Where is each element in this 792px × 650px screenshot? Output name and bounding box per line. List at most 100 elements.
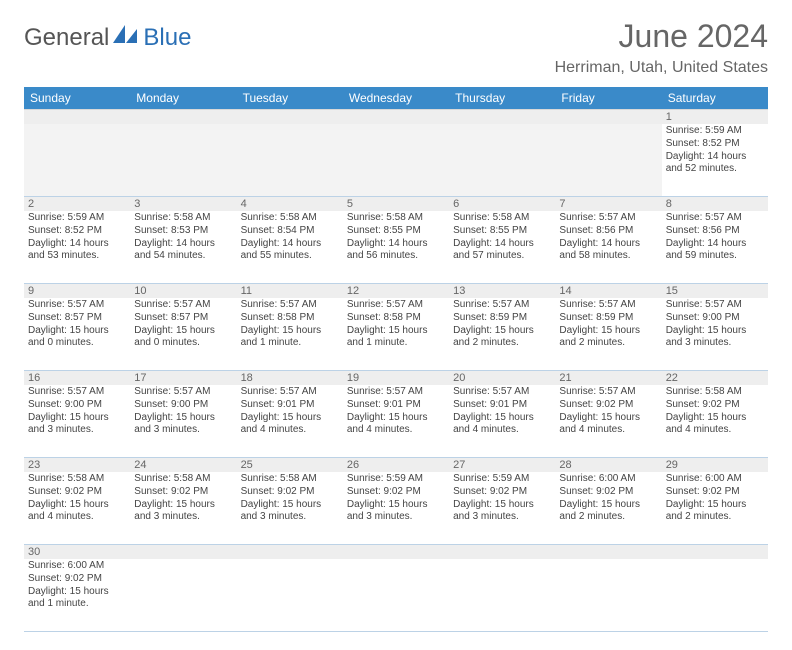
sunset: Sunset: 9:00 PM xyxy=(134,399,232,412)
day-cell: Sunrise: 5:58 AMSunset: 9:02 PMDaylight:… xyxy=(130,472,236,544)
title-block: June 2024 Herriman, Utah, United States xyxy=(555,18,768,77)
day-cell: Sunrise: 5:57 AMSunset: 9:01 PMDaylight:… xyxy=(449,385,555,457)
day-cell: Sunrise: 5:59 AMSunset: 9:02 PMDaylight:… xyxy=(449,472,555,544)
sunrise: Sunrise: 5:57 AM xyxy=(241,386,339,399)
sunset: Sunset: 9:00 PM xyxy=(666,312,764,325)
daylight: Daylight: 15 hours and 2 minutes. xyxy=(559,325,657,351)
sunrise: Sunrise: 5:59 AM xyxy=(453,473,551,486)
day-number: 12 xyxy=(343,284,449,299)
day-number: 11 xyxy=(237,284,343,299)
day-number: 27 xyxy=(449,458,555,473)
daynum-row: 16171819202122 xyxy=(24,371,768,386)
daylight: Daylight: 15 hours and 1 minute. xyxy=(28,586,126,612)
day-number: 10 xyxy=(130,284,236,299)
day-number: 23 xyxy=(24,458,130,473)
daylight: Daylight: 15 hours and 0 minutes. xyxy=(28,325,126,351)
daylight: Daylight: 14 hours and 52 minutes. xyxy=(666,151,764,177)
day-cell: Sunrise: 5:57 AMSunset: 9:00 PMDaylight:… xyxy=(662,298,768,370)
week-separator xyxy=(24,631,768,632)
sunset: Sunset: 9:02 PM xyxy=(28,573,126,586)
sunset: Sunset: 9:02 PM xyxy=(28,486,126,499)
day-number: 26 xyxy=(343,458,449,473)
daylight: Daylight: 14 hours and 55 minutes. xyxy=(241,238,339,264)
daylight: Daylight: 15 hours and 4 minutes. xyxy=(241,412,339,438)
day-number: 25 xyxy=(237,458,343,473)
sunrise: Sunrise: 5:57 AM xyxy=(347,299,445,312)
sunset: Sunset: 8:52 PM xyxy=(666,138,764,151)
sunset: Sunset: 8:53 PM xyxy=(134,225,232,238)
daylight: Daylight: 15 hours and 1 minute. xyxy=(241,325,339,351)
daylight: Daylight: 14 hours and 59 minutes. xyxy=(666,238,764,264)
week-row: Sunrise: 5:58 AMSunset: 9:02 PMDaylight:… xyxy=(24,472,768,544)
sunrise: Sunrise: 5:57 AM xyxy=(347,386,445,399)
dh-mon: Monday xyxy=(130,87,236,110)
sunset: Sunset: 8:59 PM xyxy=(559,312,657,325)
day-number: 15 xyxy=(662,284,768,299)
sunset: Sunset: 9:02 PM xyxy=(241,486,339,499)
calendar-table: Sunday Monday Tuesday Wednesday Thursday… xyxy=(24,87,768,632)
day-number xyxy=(343,545,449,560)
daylight: Daylight: 15 hours and 4 minutes. xyxy=(666,412,764,438)
daylight: Daylight: 15 hours and 4 minutes. xyxy=(559,412,657,438)
sunrise: Sunrise: 5:57 AM xyxy=(241,299,339,312)
day-number xyxy=(449,545,555,560)
sunrise: Sunrise: 5:57 AM xyxy=(134,386,232,399)
day-number: 14 xyxy=(555,284,661,299)
location: Herriman, Utah, United States xyxy=(555,59,768,77)
sunrise: Sunrise: 5:57 AM xyxy=(134,299,232,312)
sunset: Sunset: 8:58 PM xyxy=(241,312,339,325)
sunrise: Sunrise: 5:59 AM xyxy=(28,212,126,225)
daylight: Daylight: 15 hours and 3 minutes. xyxy=(241,499,339,525)
day-cell: Sunrise: 5:57 AMSunset: 8:58 PMDaylight:… xyxy=(237,298,343,370)
week-row: Sunrise: 6:00 AMSunset: 9:02 PMDaylight:… xyxy=(24,559,768,631)
day-number: 4 xyxy=(237,197,343,212)
day-number: 9 xyxy=(24,284,130,299)
day-cell: Sunrise: 5:58 AMSunset: 8:54 PMDaylight:… xyxy=(237,211,343,283)
day-cell xyxy=(130,124,236,196)
day-number: 28 xyxy=(555,458,661,473)
daylight: Daylight: 15 hours and 3 minutes. xyxy=(453,499,551,525)
day-number: 18 xyxy=(237,371,343,386)
day-cell xyxy=(237,559,343,631)
day-number: 22 xyxy=(662,371,768,386)
sunrise: Sunrise: 5:57 AM xyxy=(666,212,764,225)
day-cell xyxy=(130,559,236,631)
day-number: 19 xyxy=(343,371,449,386)
sunset: Sunset: 9:01 PM xyxy=(241,399,339,412)
daylight: Daylight: 14 hours and 57 minutes. xyxy=(453,238,551,264)
sunrise: Sunrise: 5:58 AM xyxy=(241,212,339,225)
day-number: 2 xyxy=(24,197,130,212)
sunrise: Sunrise: 5:57 AM xyxy=(453,299,551,312)
week-row: Sunrise: 5:59 AMSunset: 8:52 PMDaylight:… xyxy=(24,211,768,283)
brand-blue: Blue xyxy=(143,24,191,52)
brand-logo: General Blue xyxy=(24,24,191,52)
daylight: Daylight: 15 hours and 4 minutes. xyxy=(347,412,445,438)
dh-sat: Saturday xyxy=(662,87,768,110)
week-row: Sunrise: 5:57 AMSunset: 8:57 PMDaylight:… xyxy=(24,298,768,370)
daylight: Daylight: 15 hours and 3 minutes. xyxy=(134,499,232,525)
sunrise: Sunrise: 5:58 AM xyxy=(241,473,339,486)
sunrise: Sunrise: 5:59 AM xyxy=(666,125,764,138)
day-number: 13 xyxy=(449,284,555,299)
sunset: Sunset: 8:55 PM xyxy=(347,225,445,238)
daylight: Daylight: 15 hours and 3 minutes. xyxy=(347,499,445,525)
day-cell xyxy=(662,559,768,631)
week-row: Sunrise: 5:59 AMSunset: 8:52 PMDaylight:… xyxy=(24,124,768,196)
dh-wed: Wednesday xyxy=(343,87,449,110)
sunset: Sunset: 9:02 PM xyxy=(559,486,657,499)
sunrise: Sunrise: 5:57 AM xyxy=(559,212,657,225)
daylight: Daylight: 15 hours and 0 minutes. xyxy=(134,325,232,351)
sunrise: Sunrise: 6:00 AM xyxy=(559,473,657,486)
day-cell xyxy=(343,124,449,196)
sunrise: Sunrise: 5:57 AM xyxy=(28,386,126,399)
day-number xyxy=(555,110,661,125)
sunset: Sunset: 9:02 PM xyxy=(559,399,657,412)
sunset: Sunset: 8:55 PM xyxy=(453,225,551,238)
daynum-row: 30 xyxy=(24,545,768,560)
sunrise: Sunrise: 5:58 AM xyxy=(453,212,551,225)
dh-sun: Sunday xyxy=(24,87,130,110)
sunset: Sunset: 9:01 PM xyxy=(453,399,551,412)
day-cell xyxy=(449,559,555,631)
sunrise: Sunrise: 6:00 AM xyxy=(666,473,764,486)
header: General Blue June 2024 Herriman, Utah, U… xyxy=(24,18,768,77)
